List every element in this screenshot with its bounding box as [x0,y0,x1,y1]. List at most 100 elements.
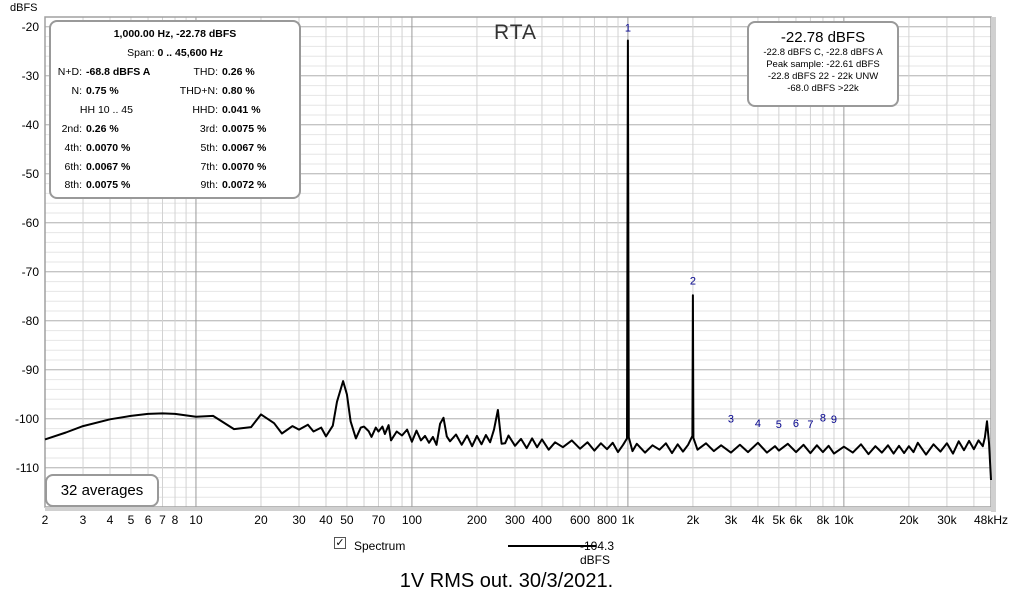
y-tick-label: -80 [22,314,40,328]
stat-row: 2nd: 0.26 % [51,123,119,135]
stat-label: THD+N: [179,84,218,97]
plot-shadow-bottom [45,507,996,511]
x-tick-label: 2k [687,513,701,527]
stat-value: 0.0075 % [222,122,267,135]
stat-label: 5th: [200,141,218,154]
stat-value: 0.80 % [222,84,255,97]
stat-row: THD: 0.26 % [171,66,255,78]
x-tick-label: 300 [505,513,525,527]
stat-value: 0.26 % [86,122,119,135]
stat-label: 6th: [64,160,82,173]
x-tick-label: 400 [532,513,552,527]
stat-row: HH 10 .. 45 [51,104,133,116]
stat-row: 7th: 0.0070 % [171,161,266,173]
x-tick-label: 50 [340,513,354,527]
stat-label: N+D: [57,66,82,78]
harmonic-marker: 4 [755,418,761,430]
x-tick-label: 7 [159,513,166,527]
stat-row: N+D: -68.8 dBFS A [51,66,151,78]
harmonic-marker: 2 [690,276,696,288]
y-tick-label: -70 [22,265,40,279]
x-tick-label: 4 [107,513,114,527]
x-tick-label: 30k [937,513,957,527]
x-tick-label: 8k [817,513,831,527]
distortion-stats-panel: 1,000.00 Hz, -22.78 dBFS Span: 0 .. 45,6… [49,20,301,199]
x-tick-label: 1k [622,513,636,527]
harmonic-marker: 5 [776,419,782,431]
x-tick-label: 5k [773,513,787,527]
stat-label: HHD: [192,103,218,116]
stat-value: -68.8 dBFS A [86,66,151,78]
x-tick-label: 20k [899,513,919,527]
y-tick-label: -20 [22,20,40,34]
x-tick-label: 30 [292,513,306,527]
x-tick-label: 3 [80,513,87,527]
stat-value: 0.0072 % [222,179,267,192]
plot-shadow-right [991,17,996,512]
y-tick-label: -100 [15,412,39,426]
x-tick-label: 200 [467,513,487,527]
x-tick-label: 100 [402,513,422,527]
spectrum-checkbox[interactable]: ✓ [334,537,346,549]
averages-badge: 32 averages [45,474,159,507]
stat-row: 3rd: 0.0075 % [171,123,266,135]
x-tick-label: 48kHz [974,513,1008,527]
stat-row: 9th: 0.0072 % [171,179,266,191]
y-axis-unit: dBFS [10,2,38,14]
level-line: -22.8 dBFS 22 - 22k UNW [767,71,879,82]
stat-label: N: [71,84,83,97]
harmonic-marker: 9 [831,414,837,426]
stat-row: THD+N: 0.80 % [171,85,255,97]
x-tick-label: 3k [725,513,739,527]
x-tick-label: 8 [172,513,179,527]
x-tick-label: 5 [128,513,135,527]
x-tick-label: 4k [752,513,766,527]
stat-value: 0.0067 % [222,141,267,154]
span-readout: Span: 0 .. 45,600 Hz [51,47,299,59]
stat-label: 4th: [64,141,82,154]
harmonic-marker: 1 [625,23,631,35]
stat-row: HHD: 0.041 % [171,103,260,116]
x-tick-label: 6 [145,513,152,527]
harmonic-marker: 6 [793,418,799,430]
stat-value: 0.0075 % [86,179,131,192]
y-tick-label: -110 [16,461,39,475]
level-line: -22.8 dBFS C, -22.8 dBFS A [763,47,883,58]
stat-label: 2nd: [61,122,82,135]
stat-value: 0.0070 % [86,141,131,154]
x-tick-label: 10k [834,513,854,527]
x-tick-label: 2 [42,513,49,527]
level-line: Peak sample: -22.61 dBFS [766,59,880,70]
stat-row: 8th: 0.0075 % [51,179,130,191]
stat-label: 7th: [200,160,218,173]
chart-title: RTA [494,21,538,44]
stat-label: THD: [193,66,219,78]
x-tick-label: 70 [372,513,386,527]
stat-label: 3rd: [199,122,218,135]
stat-value: 0.26 % [222,66,255,78]
y-tick-label: -90 [22,363,40,377]
stat-label: 8th: [64,179,82,192]
x-tick-label: 40 [319,513,333,527]
stat-row: N: 0.75 % [51,85,119,97]
legend-line-swatch [508,545,596,547]
spectrum-checkbox-label[interactable]: Spectrum [354,539,406,553]
x-tick-label: 10 [189,513,203,527]
stat-value: 0.0070 % [222,160,267,173]
level-main-readout: -22.78 dBFS [780,29,866,46]
y-tick-label: -40 [22,118,40,132]
level-panel: -22.78 dBFS -22.8 dBFS C, -22.8 dBFS A P… [747,21,899,107]
spectrum-line [44,39,992,481]
harmonic-marker: 7 [807,419,813,431]
x-tick-label: 800 [597,513,617,527]
x-tick-label: 600 [570,513,590,527]
level-line: -68.0 dBFS >22k [787,83,859,94]
stat-label: HH 10 .. 45 [79,103,133,116]
caption: 1V RMS out. 30/3/2021. [399,570,614,592]
y-tick-label: -30 [22,69,40,83]
stat-value: 0.75 % [86,84,119,97]
x-tick-label: 6k [790,513,804,527]
legend-value: -104.3 dBFS [580,539,615,567]
span-label: Span: [127,47,155,59]
x-tick-label: 20 [254,513,268,527]
